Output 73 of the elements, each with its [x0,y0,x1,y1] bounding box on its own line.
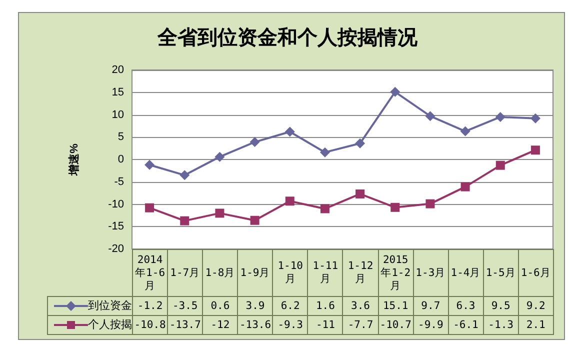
point [215,208,224,218]
data-label: 3.6 [342,296,378,316]
y-tick-label: -20 [108,243,124,255]
point [214,152,225,162]
x-tick-label: 1-5月 [483,250,518,296]
data-label: -6.1 [448,316,484,334]
point [180,216,190,226]
point [530,113,540,124]
point [460,126,470,136]
point [495,112,506,122]
point [460,182,470,192]
data-label: 1.6 [308,296,343,316]
x-tick-label: 1-10月 [272,250,308,296]
x-tick-label: 1-6月 [518,250,554,296]
y-tick-label: 5 [118,131,124,144]
point [496,160,505,170]
data-label: -9.3 [272,316,308,334]
point [425,111,436,122]
y-tick-label: -15 [108,220,124,233]
x-tick-label: 2015年1-2月 [378,250,414,296]
point [145,203,154,212]
data-label: -1.3 [483,316,518,334]
x-tick-label: 1-11月 [308,250,343,296]
y-tick-label: 0 [118,154,124,166]
point [355,138,366,148]
y-tick-label: 20 [112,64,124,76]
point [284,126,295,137]
x-tick-label: 1-3月 [413,250,448,296]
data-label: -13.7 [168,316,203,334]
x-tick-label: 1-7月 [168,250,203,296]
point [390,202,400,212]
point [426,199,435,208]
point [320,147,330,158]
point [250,216,260,225]
x-tick-label: 1-4月 [448,250,484,296]
data-label: -7.7 [342,316,378,334]
data-label: -10.7 [378,316,414,334]
data-label: 0.6 [202,296,238,316]
point [180,170,190,180]
legend-label: 到位资金 [48,296,132,316]
y-tick-label: 15 [112,86,124,98]
point [144,160,155,170]
data-label: -11 [308,316,343,334]
y-tick-label: -5 [114,176,124,188]
data-label: 9.7 [413,296,448,316]
y-axis-title: 增速% [68,143,80,176]
point [530,146,540,155]
data-label: 6.2 [272,296,308,316]
data-label: -9.9 [413,316,448,334]
point [250,137,260,148]
data-label: -10.8 [132,316,168,334]
x-tick-label: 1-12月 [342,250,378,296]
data-label: 6.3 [448,296,484,316]
data-label: 9.5 [483,296,518,316]
data-label: -13.6 [238,316,273,334]
data-label: 9.2 [518,296,554,316]
x-tick-label: 1-8月 [202,250,238,296]
y-tick-label: -10 [108,198,124,210]
x-tick-label: 2014年1-6月 [132,250,168,296]
x-tick-label: 1-9月 [238,250,273,296]
y-tick-label: 10 [112,108,124,121]
point [356,189,365,198]
legend-label: 个人按揭 [48,316,132,334]
data-label: 3.9 [238,296,273,316]
point [320,204,330,214]
data-label: -12 [202,316,238,334]
data-label: -3.5 [168,296,203,316]
data-label: 2.1 [518,316,554,334]
point [285,196,294,206]
point [390,86,400,97]
data-label: 15.1 [378,296,414,316]
chart-title: 全省到位资金和个人按揭情况 [156,25,418,49]
data-label: -1.2 [132,296,168,316]
